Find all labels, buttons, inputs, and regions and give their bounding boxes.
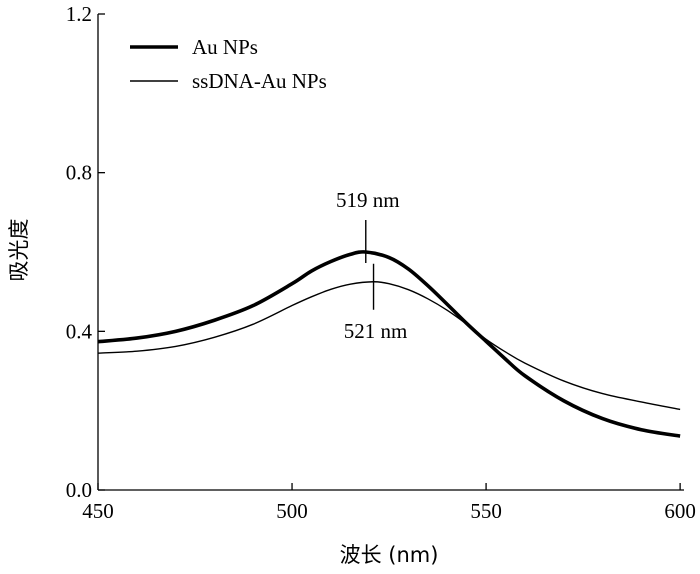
y-axis-title: 吸光度: [7, 219, 31, 282]
x-tick-label: 600: [664, 499, 696, 523]
legend-label: ssDNA-Au NPs: [192, 69, 327, 93]
legend: Au NPs ssDNA-Au NPs: [130, 35, 327, 93]
y-tick-label: 0.0: [66, 478, 92, 502]
series-lines: [97, 250, 681, 438]
peak-label: 519 nm: [336, 188, 400, 212]
peak-label: 521 nm: [344, 319, 408, 343]
y-tick-label: 0.4: [66, 319, 93, 343]
y-tick-label: 1.2: [66, 2, 92, 26]
peak-annotations: 519 nm 521 nm: [336, 188, 407, 343]
x-axis-title: 波长 (nm): [340, 543, 439, 567]
y-tick-label: 0.8: [66, 161, 92, 185]
series-line-ssdna-au-nps: [97, 281, 681, 411]
x-tick-label: 550: [470, 499, 502, 523]
x-tick-label: 500: [276, 499, 308, 523]
series-line-au-nps: [97, 250, 681, 438]
x-tick-label: 450: [82, 499, 114, 523]
axes: 450 500 550 600 0.0 0.4 0.8 1.2: [66, 2, 696, 523]
legend-label: Au NPs: [192, 35, 258, 59]
